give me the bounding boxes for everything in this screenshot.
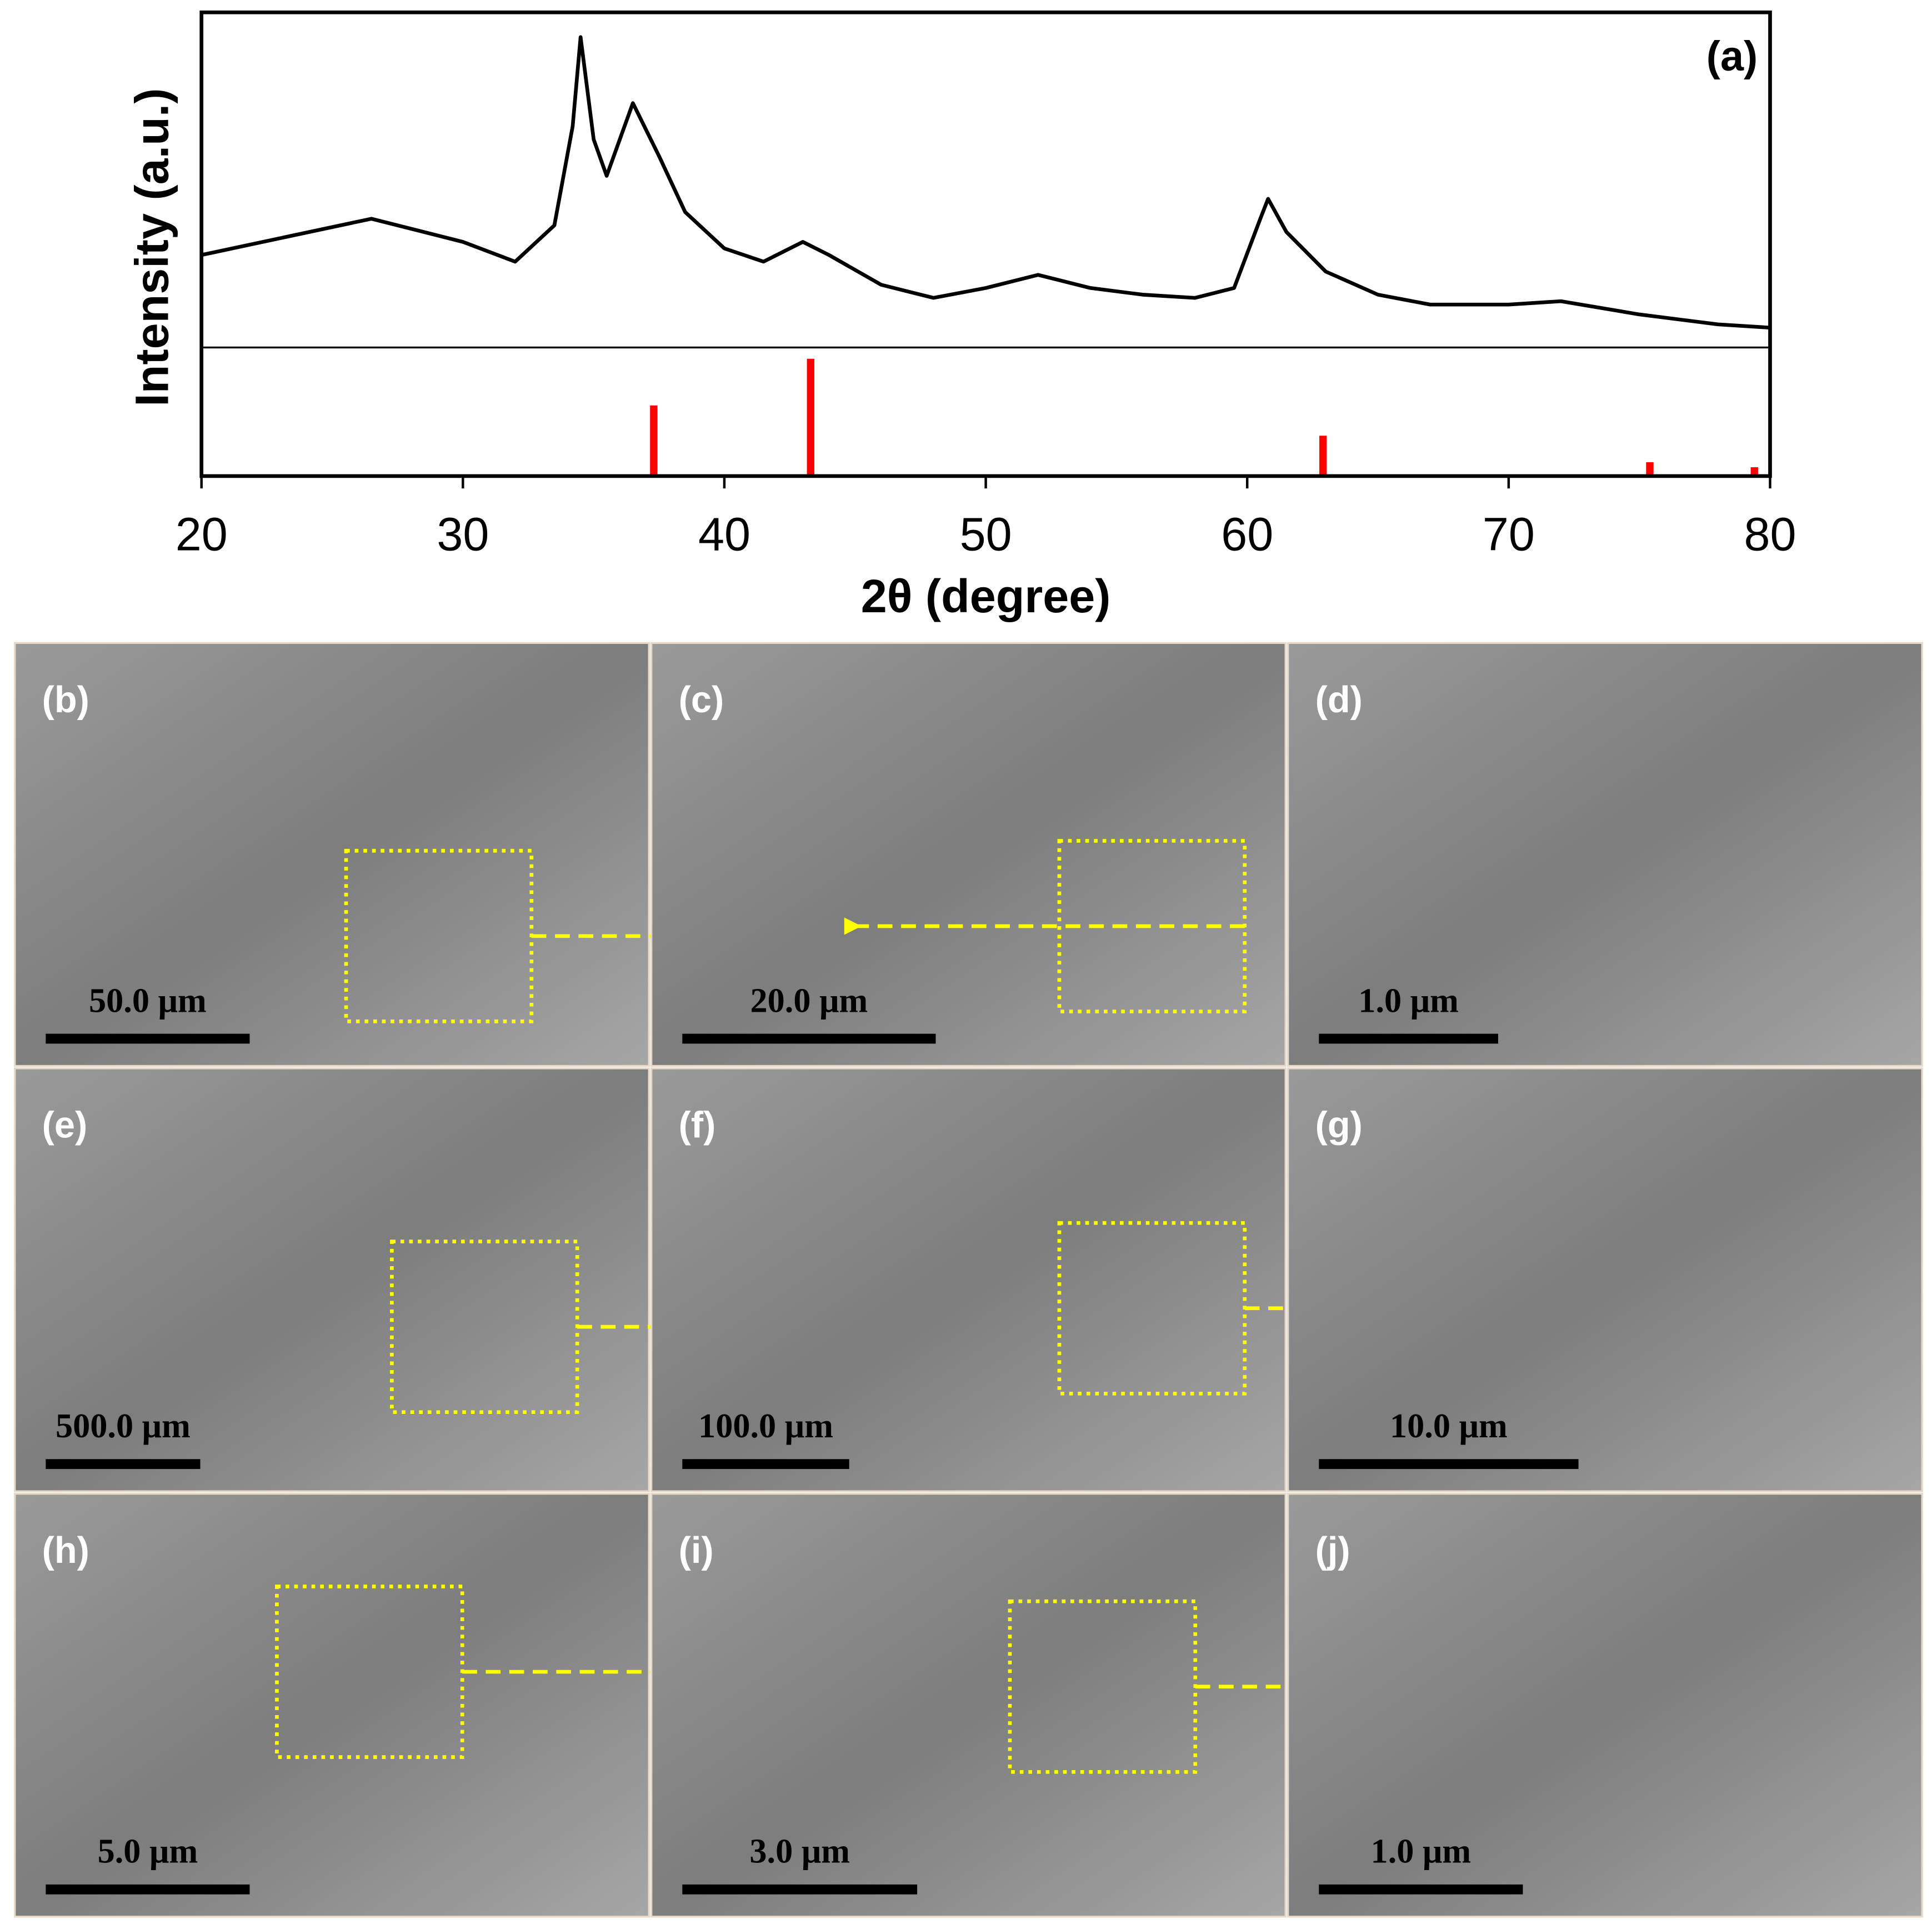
scale-bar-label: 500.0 μm: [56, 1407, 191, 1445]
x-tick-label: 70: [1483, 507, 1535, 560]
sem-panel-label: (f): [679, 1105, 716, 1146]
sem-image: [650, 1067, 1287, 1492]
sem-panel-label: (b): [42, 679, 89, 721]
zoom-arrow-head: [844, 917, 862, 935]
scale-bar-label: 3.0 μm: [749, 1832, 850, 1871]
sem-image: [650, 642, 1287, 1067]
sem-image: [1287, 1067, 1923, 1492]
reference-peak: [807, 358, 814, 476]
sem-panel: (h) 5.0 μm: [14, 1492, 792, 1918]
sem-panel-label: (d): [1315, 679, 1363, 721]
sem-panel-label: (j): [1315, 1530, 1350, 1571]
sem-panel: (i) 3.0 μm: [650, 1492, 1527, 1918]
scale-bar: [1319, 1884, 1523, 1895]
scale-bar-label: 50.0 μm: [89, 982, 207, 1020]
xrd-pattern: [201, 35, 1770, 330]
sem-panel: (c) 20.0 μm: [650, 642, 1287, 1067]
plot-frame: [199, 10, 1772, 478]
scale-bar: [1319, 1459, 1579, 1470]
sem-panel-label: (c): [679, 679, 724, 721]
sem-panel-label: (g): [1315, 1105, 1363, 1146]
scale-bar-label: 1.0 μm: [1358, 982, 1459, 1020]
reference-peak: [1750, 467, 1758, 476]
sem-panel: (e) 500.0 μm: [14, 1067, 911, 1492]
x-tick-label: 50: [960, 507, 1012, 560]
sem-image: [14, 642, 650, 1067]
scale-bar: [682, 1459, 849, 1470]
scale-bar: [46, 1033, 250, 1044]
scale-bar-label: 100.0 μm: [698, 1407, 833, 1445]
sem-panel: (d) 1.0 μm: [1287, 642, 1923, 1067]
sem-panel-label: (e): [42, 1105, 88, 1146]
sem-image: [650, 1492, 1287, 1918]
sem-image: [14, 1492, 650, 1918]
scale-bar: [46, 1459, 201, 1470]
sem-image: [1287, 1492, 1923, 1918]
sem-image: [14, 1067, 650, 1492]
scale-bar: [682, 1033, 936, 1044]
panel-label: (a): [1706, 33, 1758, 80]
sem-panel-label: (i): [679, 1530, 714, 1571]
x-tick-label: 20: [176, 507, 228, 560]
x-axis-label: 2θ (degree): [861, 569, 1111, 622]
reference-peak: [650, 405, 658, 476]
x-tick-label: 60: [1221, 507, 1273, 560]
sem-image: [1287, 642, 1923, 1067]
y-axis-label: Intensity (a.u.): [126, 88, 178, 407]
scale-bar-label: 5.0 μm: [98, 1832, 198, 1871]
scale-bar-label: 20.0 μm: [750, 982, 868, 1020]
scale-bar: [46, 1884, 250, 1895]
reference-peak: [1646, 462, 1654, 476]
x-tick-label: 80: [1744, 507, 1796, 560]
scale-bar-label: 10.0 μm: [1390, 1407, 1508, 1445]
x-tick-label: 40: [698, 507, 750, 560]
sem-panel-label: (h): [42, 1530, 89, 1571]
scale-bar: [682, 1884, 918, 1895]
reference-peak: [1319, 436, 1327, 476]
sem-panel: (g) 10.0 μm: [1287, 1067, 1923, 1492]
sem-panel: (f) 100.0 μm: [650, 1067, 1576, 1492]
x-tick-label: 30: [437, 507, 489, 560]
sem-panel: (j) 1.0 μm: [1287, 1492, 1923, 1918]
scale-bar: [1319, 1033, 1498, 1044]
scale-bar-label: 1.0 μm: [1371, 1832, 1471, 1871]
